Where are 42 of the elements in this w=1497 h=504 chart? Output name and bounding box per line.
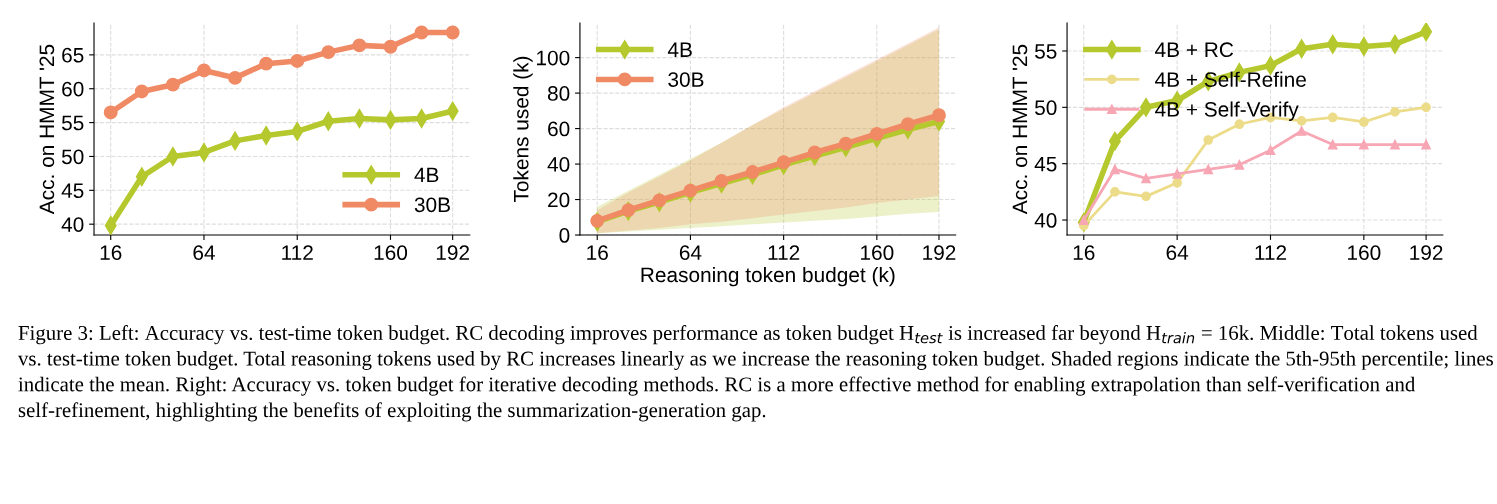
x-tick-label: 192	[1410, 245, 1443, 261]
x-tick-label: 64	[679, 245, 702, 261]
x-tick-label: 192	[436, 245, 469, 261]
y-tick-label: 45	[61, 183, 84, 199]
y-axis-title: Tokens used (k)	[513, 56, 533, 203]
y-tick-label: 50	[61, 149, 84, 165]
y-tick-label: 40	[547, 157, 570, 172]
x-tick-label: 16	[1073, 245, 1095, 261]
x-tick-label: 16	[100, 245, 122, 261]
y-tick-label: 50	[1035, 100, 1057, 116]
x-tick-label: 16	[587, 245, 608, 261]
y-tick-label: 65	[62, 47, 84, 63]
caption: Figure 3: Left: Accuracy vs. test-time token budget. RC decoding improves performance as token budget H$_{test}$ is increased far beyond H$_{train}$ = 16k. Middle: Total tokens used vs. test-time token budget. Total reasoning tokens used by RC increases linearly as we increase the reasoning token budget. Shaded regions indicate the 5th-95th percentile; lines indicate the mean. Right: Accuracy vs. token budget for iterative decoding methods. RC is a more effective method for enabling extrapolation than self-verification and self-refinement, highlighting the benefits of exploiting the summarization-generation gap.	[17, 325, 1493, 422]
y-tick-label: 0	[559, 228, 570, 243]
y-tick-label: 45	[1034, 156, 1057, 172]
legend-label: 4B + Self-Verify	[1155, 101, 1299, 121]
legend-label: 4B + RC	[1155, 42, 1234, 58]
y-tick-label: 55	[1035, 44, 1057, 59]
y-tick-label: 40	[1034, 213, 1057, 228]
x-tick-label: 112	[1255, 245, 1287, 260]
x-axis-title: Reasoning token budget (k)	[641, 266, 895, 287]
y-tick-label: 55	[61, 115, 84, 131]
x-tick-label: 160	[861, 245, 894, 261]
legend-label: 30B	[668, 72, 704, 87]
y-axis-title: Acc. on HMMT '25	[39, 44, 55, 215]
x-tick-label: 192	[923, 245, 956, 261]
legend-label: 4B	[414, 167, 439, 183]
y-tick-label: 40	[61, 217, 84, 232]
x-tick-label: 160	[1348, 245, 1381, 261]
x-tick-label: 112	[768, 245, 800, 260]
x-tick-label: 64	[1166, 245, 1189, 261]
x-tick-label: 160	[374, 245, 408, 261]
y-tick-label: 60	[548, 121, 570, 137]
y-tick-label: 100	[537, 50, 570, 66]
y-axis-title: Acc. on HMMT '25	[1012, 44, 1028, 215]
y-tick-label: 60	[62, 81, 84, 97]
y-tick-label: 80	[547, 86, 570, 101]
legend-label: 4B	[667, 42, 692, 57]
x-tick-label: 112	[282, 245, 313, 260]
y-tick-label: 20	[548, 192, 570, 208]
legend-label: 30B	[414, 197, 450, 213]
x-tick-label: 64	[193, 245, 215, 261]
